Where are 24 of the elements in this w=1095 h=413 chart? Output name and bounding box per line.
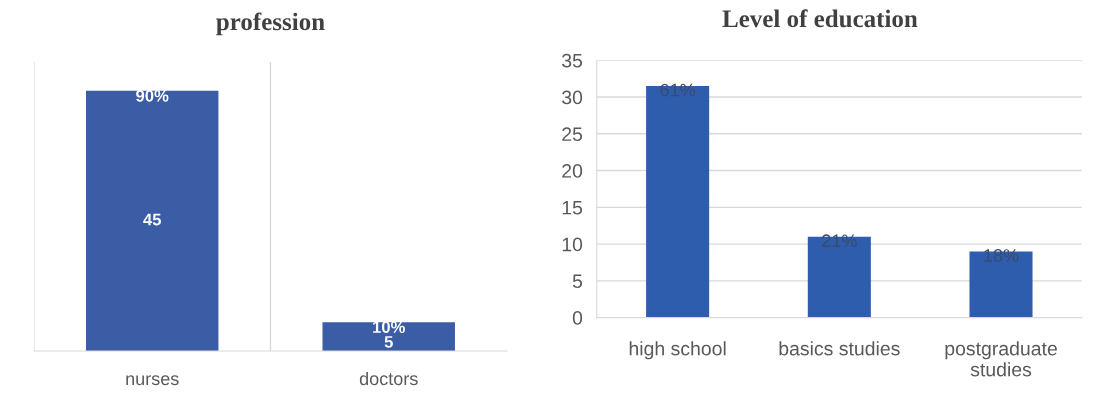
- data-label: 45: [143, 213, 162, 226]
- annotation: 10%: [373, 321, 405, 333]
- y-tick-label: 35: [562, 53, 583, 68]
- y-tick-label: 5: [572, 274, 583, 289]
- annotation: 90%: [136, 89, 169, 102]
- y-tick-label: 30: [562, 90, 583, 105]
- x-tick-label: basics studies: [779, 341, 900, 356]
- x-tick-label: nurses: [126, 375, 179, 386]
- y-tick-label: 15: [562, 200, 583, 215]
- data-label: 5: [384, 336, 393, 348]
- annotation: 61%: [660, 83, 696, 97]
- y-tick-label: 25: [562, 127, 583, 142]
- y-tick-label: 20: [562, 164, 583, 178]
- x-tick-label: high school: [629, 341, 726, 360]
- x-tick-label: doctors: [359, 371, 418, 386]
- y-tick-label: 10: [562, 237, 583, 252]
- bar: [807, 236, 871, 318]
- annotation: 21%: [822, 234, 857, 248]
- chart-title: Level of education: [722, 9, 918, 28]
- chart-title: profession: [216, 12, 325, 36]
- y-tick-label: 0: [572, 311, 583, 325]
- annotation: 18%: [984, 249, 1019, 262]
- bar: [969, 251, 1033, 318]
- x-tick-label: postgraduate studies: [945, 341, 1057, 377]
